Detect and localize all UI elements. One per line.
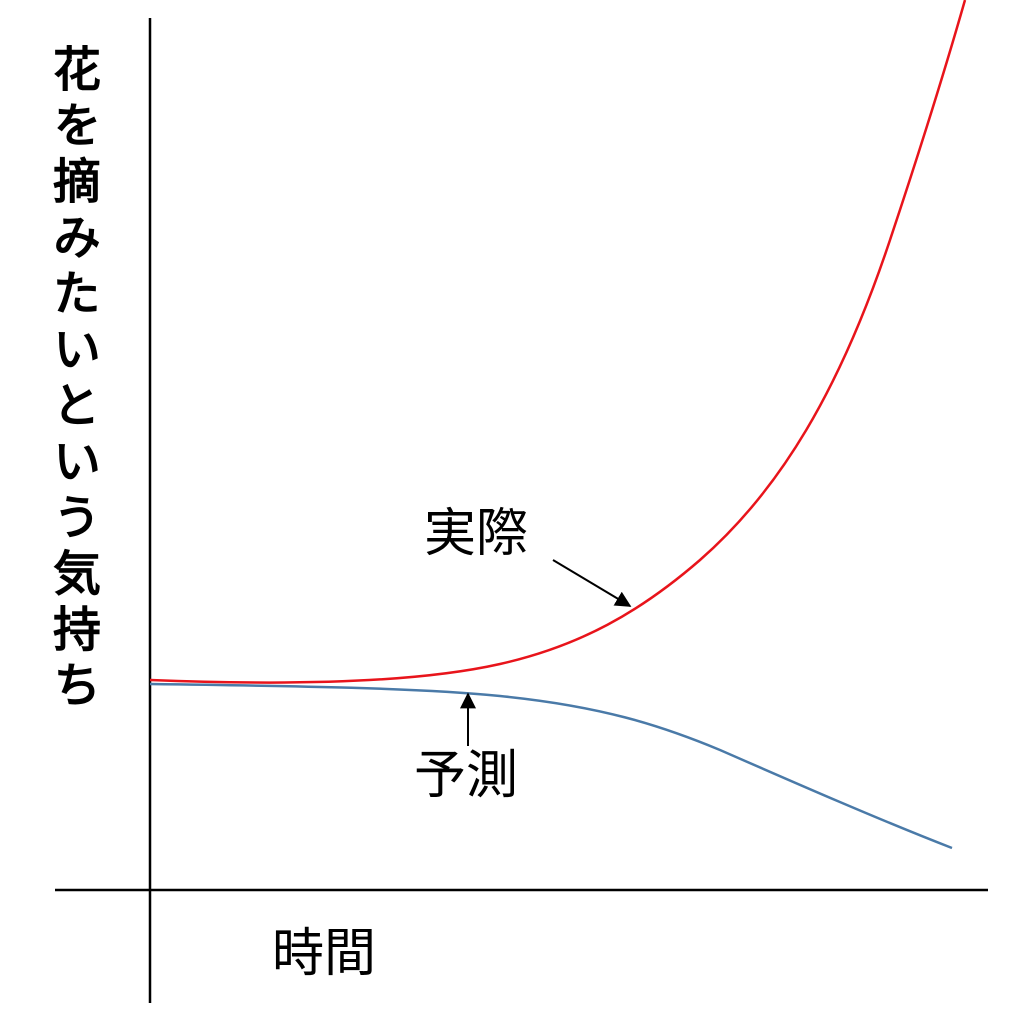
arrow	[552, 559, 632, 607]
annotation: 予測	[414, 746, 519, 806]
predicted-curve	[149, 682, 953, 850]
x-axis-label: 時間	[272, 924, 377, 984]
y-axis-label: 花を摘みたいという気持ち	[44, 44, 100, 716]
actual-curve	[149, 0, 967, 684]
annotation: 実際	[424, 504, 529, 564]
